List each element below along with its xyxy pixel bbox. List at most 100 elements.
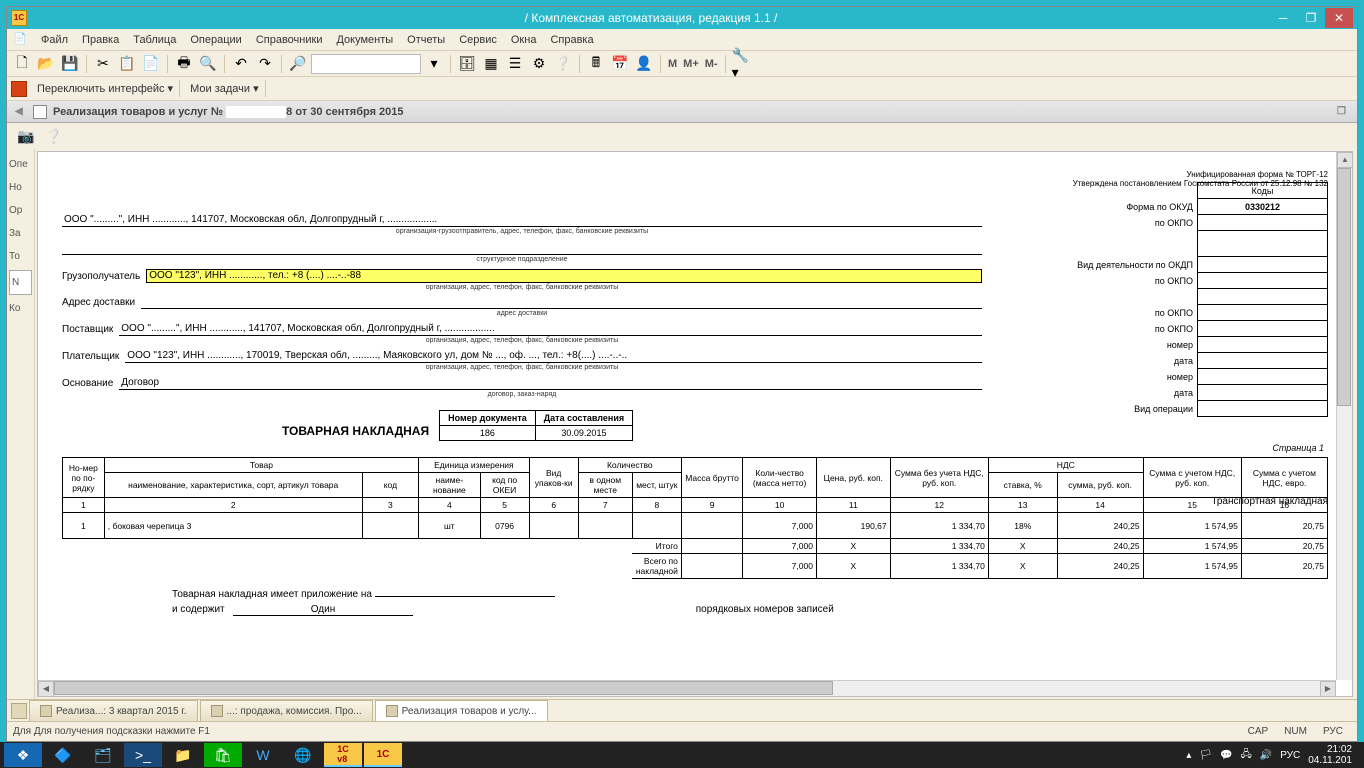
wintab-1[interactable]: Реализа...: 3 квартал 2015 г. xyxy=(29,700,198,721)
tab-icon xyxy=(40,705,52,717)
camera-icon[interactable]: 📷 xyxy=(15,125,37,147)
status-hint-label: Для xyxy=(13,726,31,737)
close-button[interactable]: ✕ xyxy=(1325,8,1353,28)
doc-close-icon[interactable]: ◀ xyxy=(15,106,27,118)
new-button[interactable]: 🗋 xyxy=(11,53,33,75)
db-button[interactable]: 🗄 xyxy=(456,53,478,75)
user-button[interactable]: 👤 xyxy=(633,53,655,75)
list-button[interactable]: ☰ xyxy=(504,53,526,75)
consignee-value[interactable]: ООО "123", ИНН ............, тел.: +8 (.… xyxy=(146,269,982,283)
tray-clock[interactable]: 21:02 04.11.201 xyxy=(1308,744,1352,766)
status-cap: CAP xyxy=(1240,726,1277,737)
preview-button[interactable]: 🔍 xyxy=(197,53,219,75)
scrollbar-horizontal[interactable]: ◀ ▶ xyxy=(38,680,1336,696)
copy-button[interactable]: 📋 xyxy=(116,53,138,75)
menu-help[interactable]: Справка xyxy=(544,32,599,48)
struct-button[interactable]: ▦ xyxy=(480,53,502,75)
task-chrome[interactable]: 🌐 xyxy=(284,743,322,767)
open-button[interactable]: 📂 xyxy=(35,53,57,75)
scroll-thumb-v[interactable] xyxy=(1337,168,1351,406)
statusbar: Для Для получения подсказки нажмите F1 C… xyxy=(7,721,1357,741)
main-window: 1C / Комплексная автоматизация, редакция… xyxy=(6,6,1358,742)
window-tabs: Реализа...: 3 квартал 2015 г. ...: прода… xyxy=(7,699,1357,721)
cut-button[interactable]: ✂ xyxy=(92,53,114,75)
gutter-item: Ор xyxy=(7,199,34,222)
menu-service[interactable]: Сервис xyxy=(453,32,503,48)
document-view[interactable]: Унифицированная форма № ТОРГ-12 Утвержде… xyxy=(37,151,1353,697)
wintab-2[interactable]: ...: продажа, комиссия. Про... xyxy=(200,700,373,721)
tray-flag-icon[interactable]: 🏳 xyxy=(1199,750,1212,761)
wrench-button[interactable]: 🔧▾ xyxy=(731,53,753,75)
task-files[interactable]: 🗂 xyxy=(84,743,122,767)
help-icon[interactable]: ❔ xyxy=(552,53,574,75)
minimize-button[interactable]: ─ xyxy=(1269,8,1297,28)
menu-windows[interactable]: Окна xyxy=(505,32,543,48)
transport-bill-label: Транспортная накладная xyxy=(1211,496,1328,507)
scroll-right-button[interactable]: ▶ xyxy=(1320,681,1336,697)
wintab-3[interactable]: Реализация товаров и услу... xyxy=(375,700,548,721)
left-gutter: Опе Но Ор За То N Ко xyxy=(7,149,35,699)
doc-max-icon[interactable]: ❐ xyxy=(1337,106,1349,118)
calc-button[interactable]: 🖩 xyxy=(585,53,607,75)
tab-icon xyxy=(211,705,223,717)
gutter-item: Но xyxy=(7,176,34,199)
titlebar: 1C / Комплексная автоматизация, редакция… xyxy=(7,7,1357,29)
start-button[interactable]: ❖ xyxy=(4,743,42,767)
menubar: 📄 Файл Правка Таблица Операции Справочни… xyxy=(7,29,1357,51)
my-tasks-button[interactable]: Мои задачи ▾ xyxy=(184,80,266,97)
menu-docs[interactable]: Документы xyxy=(330,32,399,48)
menu-operations[interactable]: Операции xyxy=(184,32,247,48)
tray-lang[interactable]: РУС xyxy=(1280,750,1300,761)
app-icon: 1C xyxy=(11,10,27,26)
tray-up-icon[interactable]: ▴ xyxy=(1186,750,1191,761)
window-title: / Комплексная автоматизация, редакция 1.… xyxy=(33,11,1269,25)
book-icon xyxy=(11,81,27,97)
m-label: М xyxy=(666,58,679,70)
task-explorer[interactable]: 🔷 xyxy=(44,743,82,767)
tabs-icon xyxy=(11,703,27,719)
task-1c-2[interactable]: 1C xyxy=(364,743,402,767)
find-button[interactable]: 🔎 xyxy=(287,53,309,75)
gutter-item: То xyxy=(7,245,34,268)
org-sub: организация-грузоотправитель, адрес, тел… xyxy=(62,228,982,235)
mminus-label: М- xyxy=(703,58,720,70)
undo-button[interactable]: ↶ xyxy=(230,53,252,75)
paste-button[interactable]: 📄 xyxy=(140,53,162,75)
scroll-left-button[interactable]: ◀ xyxy=(38,681,54,697)
props-button[interactable]: ⚙ xyxy=(528,53,550,75)
task-folder[interactable]: 📁 xyxy=(164,743,202,767)
doc-icon xyxy=(33,105,47,119)
task-1c-1[interactable]: 1Cv8 xyxy=(324,743,362,767)
toolbar-secondary: Переключить интерфейс ▾ Мои задачи ▾ xyxy=(7,77,1357,101)
taskbar: ❖ 🔷 🗂 >_ 📁 🛍 W 🌐 1Cv8 1C ▴ 🏳 💬 🖧 🔊 РУС 2… xyxy=(0,742,1364,768)
address-input[interactable] xyxy=(311,54,421,74)
help-icon-2[interactable]: ❔ xyxy=(43,125,65,147)
supplier-row: Поставщик ООО ".........", ИНН .........… xyxy=(62,323,982,336)
task-store[interactable]: 🛍 xyxy=(204,743,242,767)
scrollbar-vertical[interactable]: ▲ xyxy=(1336,152,1352,680)
menu-edit[interactable]: Правка xyxy=(76,32,125,48)
doc-subtoolbar: 📷 ❔ xyxy=(7,123,1357,149)
menu-table[interactable]: Таблица xyxy=(127,32,182,48)
print-button[interactable]: 🖶 xyxy=(173,53,195,75)
menu-reports[interactable]: Отчеты xyxy=(401,32,451,48)
save-button[interactable]: 💾 xyxy=(59,53,81,75)
task-ps[interactable]: >_ xyxy=(124,743,162,767)
task-word[interactable]: W xyxy=(244,743,282,767)
tray-vol-icon[interactable]: 🔊 xyxy=(1260,750,1272,761)
org-row: ООО ".........", ИНН ............, 14170… xyxy=(62,214,982,227)
restore-button[interactable]: ❐ xyxy=(1297,8,1325,28)
tray-net-icon[interactable]: 🖧 xyxy=(1241,747,1252,764)
tray-action-icon[interactable]: 💬 xyxy=(1220,750,1232,761)
menu-refs[interactable]: Справочники xyxy=(250,32,329,48)
scroll-thumb-h[interactable] xyxy=(54,681,833,695)
go-button[interactable]: ▾ xyxy=(423,53,445,75)
scroll-up-button[interactable]: ▲ xyxy=(1337,152,1353,168)
doc-title: Реализация товаров и услуг № 8 от 30 сен… xyxy=(53,106,404,118)
table-row: 1, боковая черепица 3шт07967,000190,671 … xyxy=(63,513,1328,539)
redo-button[interactable]: ↷ xyxy=(254,53,276,75)
menu-file[interactable]: Файл xyxy=(35,32,74,48)
cal-button[interactable]: 📅 xyxy=(609,53,631,75)
status-num: NUM xyxy=(1276,726,1315,737)
switch-interface-button[interactable]: Переключить интерфейс ▾ xyxy=(31,80,180,97)
